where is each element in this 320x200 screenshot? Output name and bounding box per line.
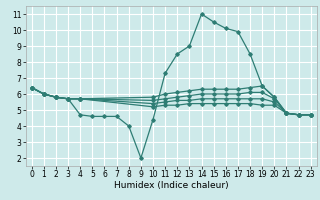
- X-axis label: Humidex (Indice chaleur): Humidex (Indice chaleur): [114, 181, 228, 190]
